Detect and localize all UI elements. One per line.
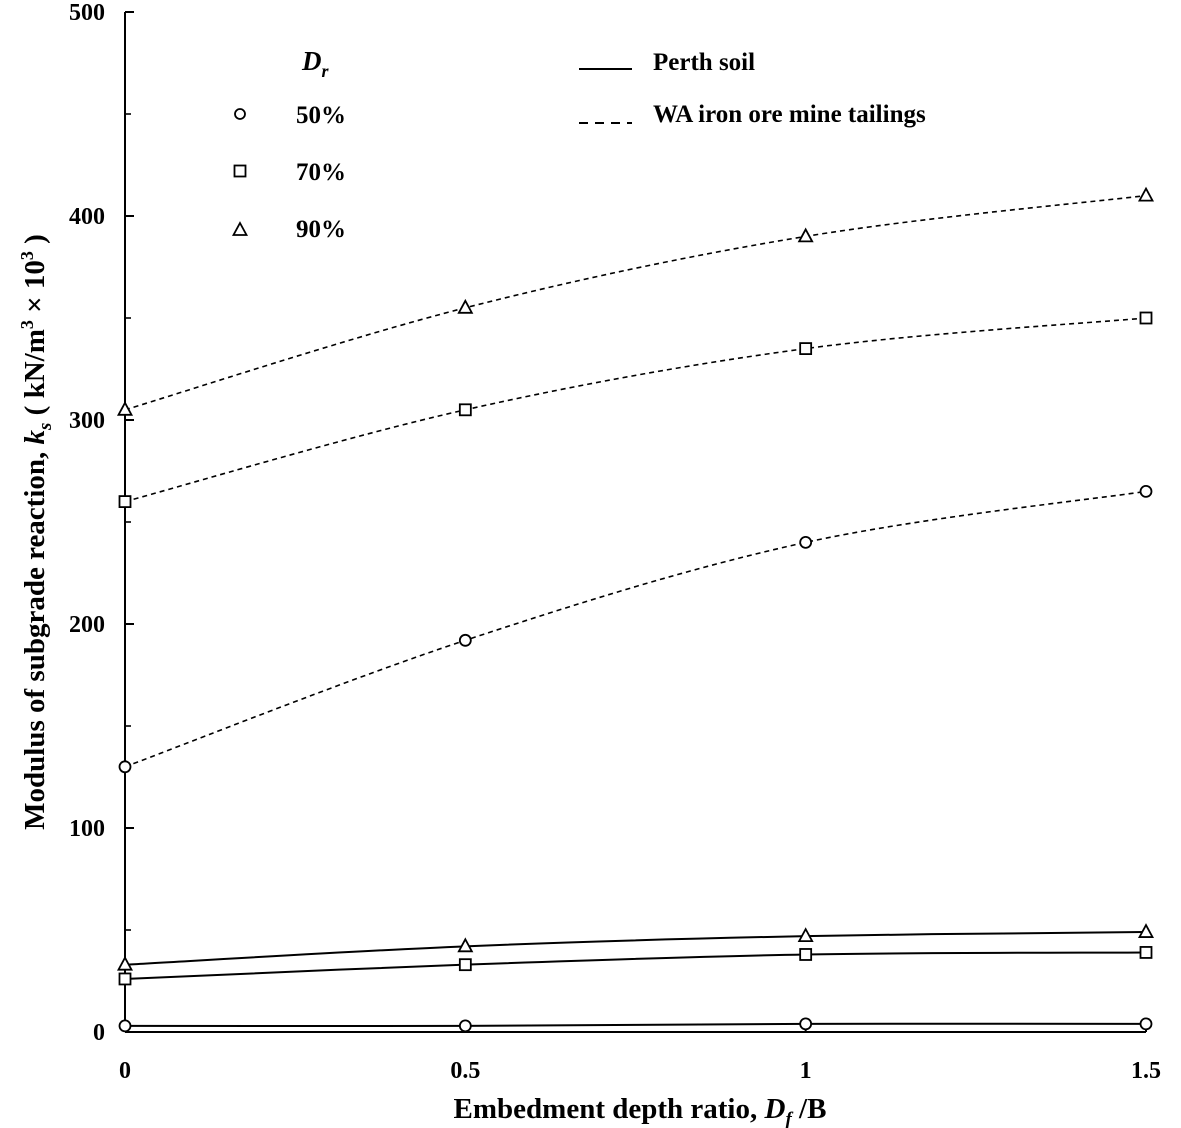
- data-point-circle: [1139, 1017, 1153, 1031]
- data-point-triangle: [1137, 923, 1155, 938]
- x-tick-label: 1.5: [1131, 1058, 1161, 1084]
- legend-triangle-marker: [231, 221, 249, 236]
- axes: 0 100 200 300 400 500 0 0.5 1 1.5: [69, 0, 1161, 1084]
- data-point-triangle: [457, 298, 474, 314]
- data-point-triangle: [116, 955, 134, 971]
- data-point-circle: [118, 1019, 132, 1033]
- legend-marker-title: Dr: [301, 46, 330, 81]
- data-point-square: [799, 342, 813, 356]
- data-point-square: [118, 495, 132, 509]
- data-point-square: [458, 958, 472, 972]
- data-point-circle: [458, 633, 472, 647]
- series-group: [124, 194, 1147, 1028]
- y-tick-label: 100: [69, 816, 105, 842]
- data-point-square: [118, 972, 132, 986]
- legend-label-wa-tailings: WA iron ore mine tailings: [653, 101, 926, 128]
- series-line-1: [124, 317, 1147, 503]
- series-line-2: [124, 490, 1147, 768]
- x-tick-label: 0: [119, 1058, 131, 1084]
- legend-label-70: 70%: [296, 159, 346, 186]
- y-tick-label: 300: [69, 408, 105, 434]
- data-point-triangle: [797, 927, 814, 943]
- legend: Dr 50% 70% 90% Perth soil WA iron ore mi…: [231, 46, 926, 243]
- legend-circle-marker: [234, 108, 246, 120]
- data-point-circle: [799, 1017, 813, 1031]
- markers-group: [116, 186, 1155, 1033]
- series-line-0: [124, 194, 1147, 411]
- y-tick-label: 0: [93, 1020, 105, 1046]
- y-tick-label: 500: [69, 0, 105, 26]
- data-point-square: [799, 948, 813, 961]
- legend-square-marker: [233, 164, 247, 178]
- x-tick-label: 1: [800, 1058, 812, 1084]
- data-point-circle: [1139, 484, 1153, 498]
- data-point-triangle: [797, 227, 814, 243]
- series-line-5: [124, 1022, 1147, 1028]
- data-point-square: [458, 403, 472, 417]
- data-point-circle: [458, 1019, 472, 1033]
- x-tick-label: 0.5: [450, 1058, 480, 1084]
- y-tick-label: 200: [69, 612, 105, 638]
- data-point-circle: [799, 536, 813, 549]
- data-point-triangle: [457, 937, 474, 953]
- legend-label-50: 50%: [296, 102, 346, 129]
- series-line-4: [124, 951, 1147, 980]
- data-point-square: [1139, 311, 1153, 325]
- series-line-3: [124, 931, 1147, 966]
- x-axis-title: Embedment depth ratio, Df /B: [454, 1093, 827, 1128]
- legend-label-90: 90%: [296, 216, 346, 243]
- data-point-triangle: [1137, 186, 1155, 202]
- legend-label-perth-soil: Perth soil: [653, 49, 755, 76]
- y-axis-title: Modulus of subgrade reaction, ks ( kN/m3…: [17, 234, 56, 830]
- data-point-square: [1139, 946, 1153, 959]
- data-point-triangle: [116, 400, 134, 416]
- data-point-circle: [118, 760, 132, 774]
- y-tick-label: 400: [69, 204, 105, 230]
